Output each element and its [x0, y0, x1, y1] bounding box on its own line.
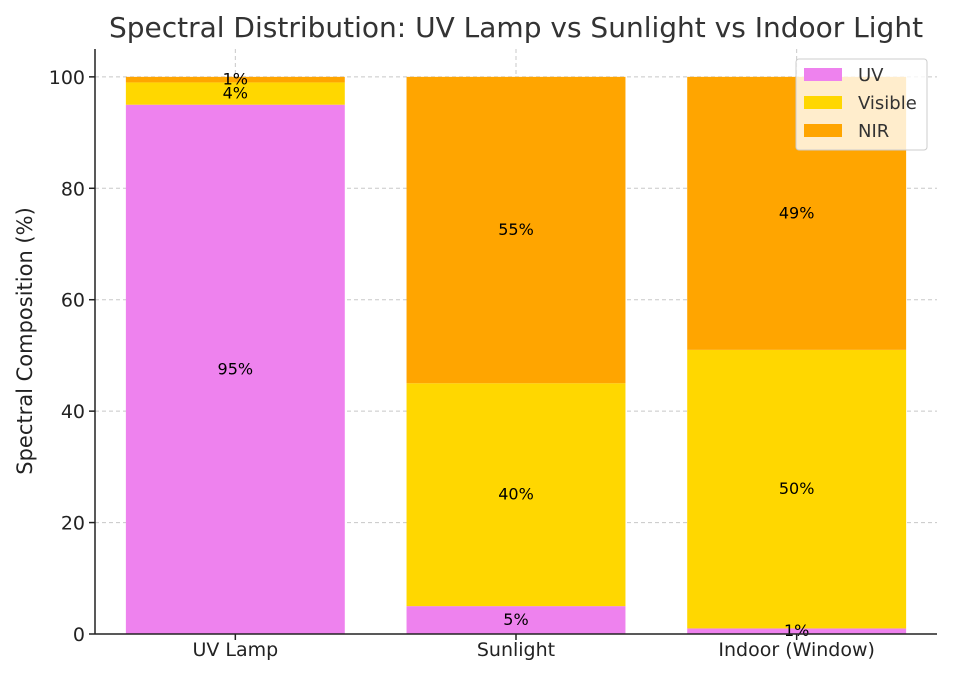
bar-uv-sunlight: [406, 606, 626, 634]
data-labels: 95%4%1%5%40%55%1%50%49%: [218, 70, 815, 641]
y-tick-label: 100: [49, 67, 85, 89]
y-tick-label: 80: [61, 178, 85, 200]
legend-swatch-visible: [804, 96, 842, 109]
data-label: 4%: [223, 84, 248, 103]
bar-uv-uv-lamp: [125, 104, 345, 634]
data-label: 5%: [503, 610, 528, 629]
axes: 0 20 40 60 80 100 UV Lamp Sunlight Indoor (Windo…: [49, 49, 937, 661]
x-tick-label: Sunlight: [477, 639, 555, 661]
chart-title: Spectral Distribution: UV Lamp vs Sunlig…: [109, 11, 923, 44]
legend-label-visible: Visible: [858, 93, 917, 114]
legend-label-uv: UV: [858, 65, 884, 86]
y-axis-label: Spectral Composition (%): [13, 207, 37, 475]
y-tick-label: 20: [61, 513, 85, 535]
legend: UV Visible NIR: [795, 58, 928, 151]
bar-visible-sunlight: [406, 383, 626, 607]
bar-nir-uv-lamp: [125, 76, 345, 83]
bar-nir-sunlight: [406, 76, 626, 384]
y-tick-label: 0: [73, 624, 85, 646]
x-tick-label: UV Lamp: [192, 639, 278, 661]
bar-uv-indoor-window: [687, 628, 907, 634]
data-label: 1%: [784, 621, 809, 640]
data-label: 50%: [779, 479, 815, 498]
bars: [125, 76, 907, 634]
data-label: 1%: [223, 70, 248, 89]
data-label: 55%: [498, 220, 534, 239]
x-tick-label: Indoor (Window): [718, 639, 875, 661]
bar-visible-uv-lamp: [125, 82, 345, 105]
legend-swatch-nir: [804, 124, 842, 137]
data-label: 40%: [498, 485, 534, 504]
y-tick-label: 40: [61, 401, 85, 423]
data-label: 95%: [218, 359, 254, 378]
legend-swatch-uv: [804, 68, 842, 81]
data-label: 49%: [779, 203, 815, 222]
y-tick-label: 60: [61, 290, 85, 312]
bar-visible-indoor-window: [687, 349, 907, 629]
legend-label-nir: NIR: [858, 121, 889, 142]
